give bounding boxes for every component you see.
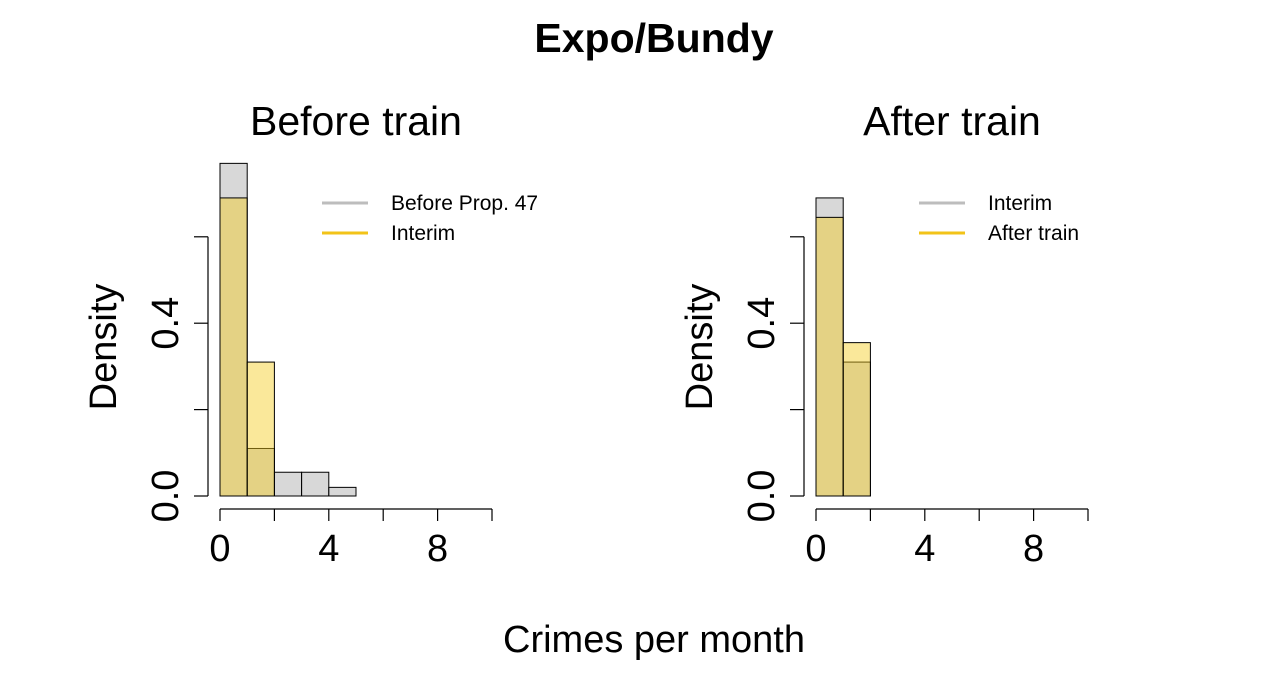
histogram-bar (815, 216, 844, 497)
histogram-bar (273, 471, 303, 497)
panel-title: Before train (250, 98, 462, 144)
y-tick-label: 0.0 (145, 470, 187, 523)
x-tick-label: 4 (318, 528, 339, 570)
histogram-bar (842, 342, 871, 497)
panel-2: After train Density 0.0 0.4 0 4 8 Interim After … (679, 98, 1089, 570)
y-tick-label: 0.4 (741, 297, 783, 350)
panel-1: Before train Density 0.0 0.4 0 4 8 Before Prop.… (83, 98, 538, 570)
figure-xlabel: Crimes per month (503, 619, 805, 661)
y-axis-label: Density (83, 284, 125, 411)
panel-title: After train (863, 98, 1041, 144)
series-2 (815, 216, 871, 497)
y-tick-label: 0.0 (741, 470, 783, 523)
x-tick-label: 0 (209, 528, 230, 570)
legend: Interim After train (919, 192, 1079, 245)
histogram-bar (219, 197, 248, 497)
panels: Before train Density 0.0 0.4 0 4 8 Before Prop.… (83, 98, 1089, 570)
x-tick-label: 0 (805, 528, 826, 570)
figure-title: Expo/Bundy (534, 15, 773, 61)
x-tick-label: 4 (914, 528, 935, 570)
legend-label: Interim (988, 192, 1052, 215)
legend: Before Prop. 47 Interim (322, 192, 538, 245)
legend-label: After train (988, 222, 1079, 245)
histogram-bar (301, 471, 330, 497)
histogram-bar (246, 447, 275, 497)
series-1 (219, 162, 357, 497)
y-tick-label: 0.4 (145, 297, 187, 350)
y-axis-label: Density (679, 284, 721, 411)
histogram-bar (219, 162, 248, 497)
histogram-bar (246, 361, 275, 497)
x-tick-label: 8 (1023, 528, 1044, 570)
histogram-bar (328, 486, 357, 497)
legend-label: Before Prop. 47 (391, 192, 538, 215)
series-2 (219, 197, 275, 497)
x-tick-label: 8 (427, 528, 448, 570)
legend-label: Interim (391, 222, 455, 245)
